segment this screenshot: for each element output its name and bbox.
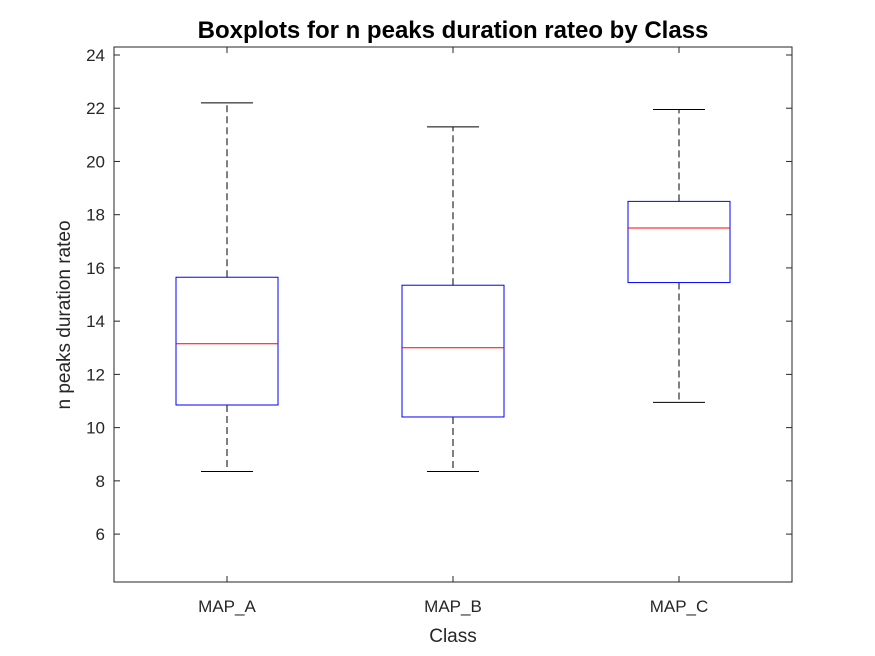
y-tick-label: 24	[86, 46, 105, 65]
x-axis-label: Class	[429, 626, 477, 647]
chart-title: Boxplots for n peaks duration rateo by C…	[198, 17, 709, 44]
box-map-c-box	[627, 200, 731, 284]
y-tick-label: 22	[86, 99, 105, 118]
y-tick-label: 6	[96, 525, 105, 544]
y-tick-label: 12	[86, 365, 105, 384]
y-tick-label: 16	[86, 259, 105, 278]
box-map-b-box	[401, 284, 505, 418]
x-tick-label: MAP_A	[198, 597, 256, 616]
x-tick-label: MAP_C	[650, 597, 709, 616]
y-tick-label: 20	[86, 152, 105, 171]
y-tick-label: 14	[86, 312, 105, 331]
box-map-a-box	[175, 276, 279, 406]
plot-area: 6 8 10 12 14 16 18 20 22 24 MAP_A MAP_B MAP_C	[86, 46, 793, 616]
y-axis-label: n peaks duration rateo	[54, 220, 75, 409]
x-tick-label: MAP_B	[424, 597, 482, 616]
y-tick-label: 8	[96, 472, 105, 491]
y-tick-label: 10	[86, 419, 105, 438]
y-tick-label: 18	[86, 206, 105, 225]
